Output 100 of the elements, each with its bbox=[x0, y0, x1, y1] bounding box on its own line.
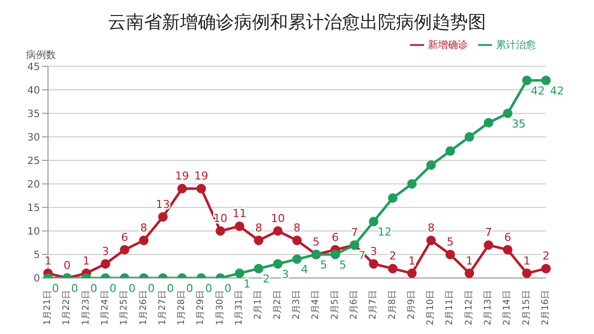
point bbox=[139, 236, 149, 246]
data-label: 0 bbox=[71, 282, 78, 295]
point bbox=[464, 268, 474, 278]
point bbox=[158, 212, 168, 222]
point bbox=[484, 118, 494, 128]
point bbox=[426, 160, 436, 170]
data-label: 7 bbox=[350, 226, 358, 240]
data-label: 2 bbox=[389, 250, 396, 263]
data-label: 0 bbox=[52, 282, 59, 295]
point bbox=[464, 132, 474, 142]
data-label: 6 bbox=[121, 230, 128, 244]
point bbox=[273, 259, 283, 269]
y-tick-label: 30 bbox=[27, 132, 40, 144]
point bbox=[254, 264, 264, 274]
data-label: 2 bbox=[542, 250, 550, 263]
point bbox=[426, 236, 436, 246]
data-label: 5 bbox=[339, 258, 346, 272]
data-label: 42 bbox=[530, 84, 545, 98]
y-tick-label: 40 bbox=[27, 85, 40, 96]
y-tick-label: 0 bbox=[34, 274, 40, 285]
y-tick-label: 20 bbox=[27, 179, 40, 190]
data-label: 6 bbox=[504, 230, 512, 244]
x-tick-label: 1月27日 bbox=[158, 290, 168, 326]
x-tick-label: 1月30日 bbox=[215, 290, 226, 326]
data-label: 1 bbox=[408, 254, 416, 268]
data-label: 0 bbox=[166, 282, 174, 295]
data-label: 8 bbox=[428, 221, 435, 234]
data-label: 0 bbox=[64, 259, 71, 272]
point bbox=[196, 184, 206, 194]
data-label: 1 bbox=[244, 277, 251, 290]
x-tick-label: 2月8日 bbox=[388, 290, 398, 320]
x-tick-label: 1月31日 bbox=[234, 290, 245, 326]
y-tick-label: 5 bbox=[34, 250, 40, 262]
point bbox=[120, 245, 130, 255]
point bbox=[541, 264, 551, 274]
data-label: 7 bbox=[485, 226, 492, 240]
y-tick-label: 10 bbox=[27, 226, 40, 238]
data-label: 1 bbox=[466, 254, 473, 268]
data-label: 1 bbox=[523, 254, 530, 268]
data-label: 1 bbox=[82, 254, 90, 268]
point bbox=[292, 254, 302, 264]
point bbox=[522, 76, 532, 86]
point bbox=[541, 76, 551, 86]
x-tick-label: 1月21日 bbox=[43, 290, 53, 326]
data-label: 1 bbox=[44, 254, 52, 268]
x-tick-label: 2月4日 bbox=[311, 290, 322, 320]
point bbox=[292, 236, 302, 246]
point bbox=[388, 264, 398, 274]
data-label: 0 bbox=[224, 282, 232, 295]
point bbox=[502, 245, 512, 255]
x-tick-label: 2月5日 bbox=[330, 290, 340, 320]
point bbox=[273, 226, 283, 236]
point bbox=[445, 250, 455, 260]
data-label: 19 bbox=[194, 170, 208, 183]
point bbox=[177, 184, 187, 194]
point bbox=[388, 193, 398, 203]
x-tick-label: 2月3日 bbox=[292, 290, 302, 320]
point bbox=[407, 268, 417, 278]
x-tick-label: 2月13日 bbox=[484, 290, 494, 326]
x-tick-label: 2月2日 bbox=[272, 290, 283, 320]
data-label: 0 bbox=[148, 282, 155, 295]
x-tick-label: 2月7日 bbox=[368, 290, 379, 320]
data-label: 0 bbox=[186, 282, 194, 295]
point bbox=[234, 268, 244, 278]
data-label: 5 bbox=[320, 258, 328, 272]
x-tick-label: 2月1日 bbox=[254, 290, 264, 320]
y-tick-label: 35 bbox=[27, 108, 40, 120]
point bbox=[330, 250, 340, 260]
data-label: 8 bbox=[294, 221, 300, 234]
x-tick-label: 2月14日 bbox=[502, 290, 513, 326]
data-label: 8 bbox=[255, 221, 262, 234]
point bbox=[407, 179, 417, 189]
x-tick-label: 2月6日 bbox=[349, 290, 360, 320]
point bbox=[502, 108, 512, 118]
data-label: 19 bbox=[175, 170, 190, 183]
chart-title: 云南省新增确诊病例和累计治愈出院病例趋势图 bbox=[107, 11, 487, 35]
x-tick-label: 1月26日 bbox=[138, 290, 149, 326]
x-tick-label: 1月25日 bbox=[120, 290, 130, 326]
x-tick-label: 1月29日 bbox=[196, 290, 206, 326]
x-tick-label: 1月24日 bbox=[100, 290, 110, 326]
x-tick-label: 2月11日 bbox=[445, 290, 456, 326]
point bbox=[484, 240, 494, 250]
point bbox=[216, 226, 226, 236]
data-label: 35 bbox=[512, 117, 526, 130]
data-label: 12 bbox=[378, 226, 392, 239]
data-label: 4 bbox=[301, 263, 308, 276]
x-tick-label: 2月9日 bbox=[406, 290, 417, 320]
data-label: 5 bbox=[312, 235, 320, 248]
data-label: 0 bbox=[109, 282, 116, 295]
x-tick-label: 1月28日 bbox=[177, 290, 188, 326]
data-label: 3 bbox=[282, 268, 289, 281]
y-axis-title: 病例数 bbox=[26, 48, 56, 62]
data-label: 5 bbox=[446, 235, 454, 248]
data-label: 0 bbox=[205, 282, 212, 295]
point bbox=[368, 259, 378, 269]
x-tick-label: 2月12日 bbox=[464, 290, 474, 326]
data-label: 10 bbox=[270, 212, 285, 225]
data-label: 2 bbox=[262, 272, 270, 286]
x-tick-label: 2月16日 bbox=[541, 290, 551, 326]
y-tick-label: 15 bbox=[27, 202, 40, 214]
